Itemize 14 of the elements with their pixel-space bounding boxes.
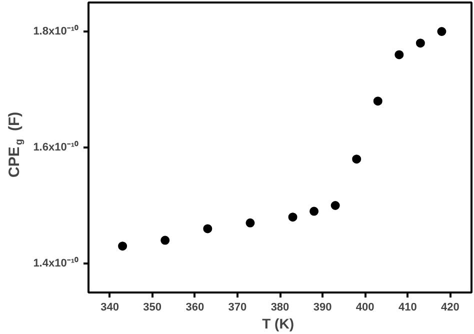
y-tick-label: 1.8x10⁻¹⁰ — [33, 24, 79, 38]
y-tick-label: 1.4x10⁻¹⁰ — [33, 256, 79, 270]
x-tick-label: 380 — [270, 302, 290, 314]
x-axis-title: T (K) — [262, 316, 294, 332]
x-tick-label: 400 — [356, 302, 374, 314]
x-tick-label: 370 — [228, 302, 247, 314]
x-tick-label: 410 — [398, 302, 417, 314]
y-axis-title: CPEg (F) — [6, 112, 25, 178]
y-tick-label: 1.6x10⁻¹⁰ — [33, 140, 79, 154]
x-tick-label: 340 — [100, 302, 119, 314]
x-tick-label: 420 — [441, 302, 460, 314]
x-tick-label: 350 — [143, 302, 162, 314]
x-tick-label: 390 — [313, 302, 332, 314]
x-tick-label: 360 — [186, 302, 204, 314]
